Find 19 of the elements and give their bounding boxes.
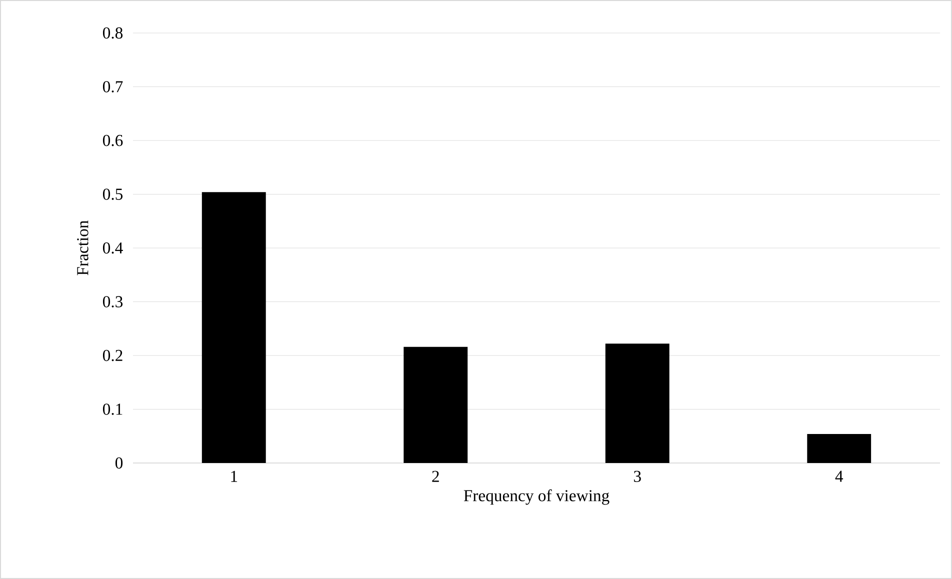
x-tick-label: 4 (835, 470, 844, 482)
y-tick-label: 0.7 (102, 81, 123, 92)
bar (202, 192, 266, 463)
bar (807, 434, 872, 463)
y-tick-label: 0.6 (102, 134, 123, 146)
y-tick-label: 0 (115, 457, 123, 469)
x-axis-title: Frequency of viewing (464, 489, 610, 505)
y-tick-label: 0.5 (102, 188, 123, 200)
x-tick-label: 1 (231, 470, 238, 482)
y-tick-label: 0.3 (102, 296, 123, 308)
y-tick-label: 0.1 (102, 404, 122, 415)
y-tick-label: 0.2 (102, 350, 122, 362)
bar (404, 346, 468, 463)
x-tick-label: 2 (432, 470, 439, 482)
bar (605, 344, 670, 463)
y-tick-label: 0.4 (102, 242, 123, 254)
y-axis-title: Fraction (77, 220, 88, 276)
y-tick-label: 0.8 (102, 27, 123, 39)
x-tick-label: 3 (634, 470, 641, 482)
